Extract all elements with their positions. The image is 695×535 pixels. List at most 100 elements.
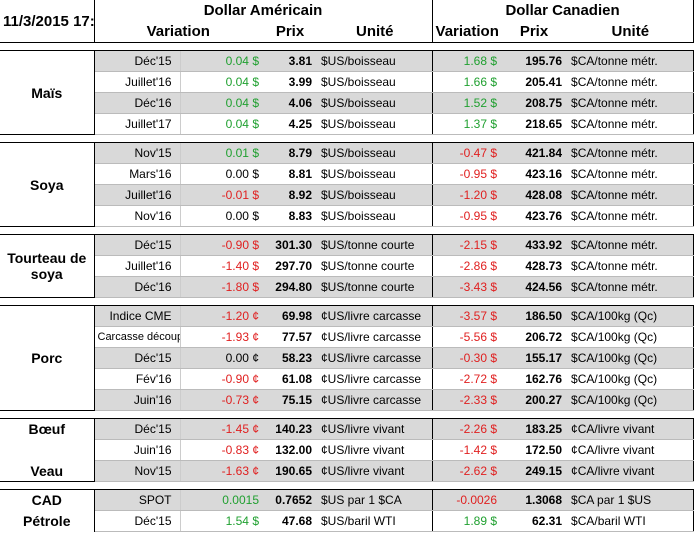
usd-price: 190.65 [262,460,318,482]
cad-variation: 1.89 $ [432,510,501,532]
cad-variation: -2.15 $ [432,234,501,256]
contract: Juillet'16 [94,255,181,277]
usd-unit: $US/tonne courte [318,234,433,256]
data-row: Carcasse découpée-1.93 ¢77.57¢US/livre c… [0,326,694,348]
separator [0,134,694,143]
usd-price: 3.99 [262,71,318,93]
usd-unit: ¢US/livre carcasse [318,368,433,390]
data-row: Tourteau de soya Déc'15 -0.90 $301.30 $US/t… [0,234,694,298]
usd-unit: ¢US/livre vivant [318,439,433,461]
usd-unit: ¢US/livre vivant [318,460,433,482]
cad-variation: 1.37 $ [432,113,501,135]
usd-unit: $US/boisseau [318,205,433,227]
contract: Nov'15 [94,142,181,164]
contract: Déc'15 [94,418,181,440]
usd-variation: 1.54 $ [180,510,262,532]
cad-price: 423.76 [500,205,569,227]
cad-price: 428.73 [500,255,569,277]
usd-variation: 0.04 $ [180,71,262,93]
usd-variation: -0.73 ¢ [180,389,262,411]
usd-price: 58.23 [262,347,318,369]
cad-unit: $CA/100kg (Qc) [568,347,694,369]
cad-unit: $CA par 1 $US [568,489,694,511]
group-label: CAD [0,489,95,511]
usd-unit: $US/boisseau [318,50,433,72]
usd-unit: $US/tonne courte [318,276,433,298]
cad-unit: $CA/tonne métr. [568,255,694,277]
cad-variation: -1.42 $ [432,439,501,461]
cad-price: 62.31 [500,510,569,532]
group-label [0,439,95,461]
data-row: Veau Nov'15 -1.63 ¢ 190.65 ¢US/livre vivant -… [0,460,694,482]
col-head: Unité [568,21,694,43]
separator [0,481,694,490]
usd-price: 4.06 [262,92,318,114]
usd-variation: -1.80 $ [180,276,262,298]
separator [0,410,694,419]
usd-unit: $US/boisseau [318,71,433,93]
group-label: Porc [0,305,95,411]
cad-variation: -1.20 $ [432,184,501,206]
cad-variation: -0.0026 [432,489,501,511]
usd-unit: ¢US/livre carcasse [318,389,433,411]
data-row: Déc'16 -1.80 $294.80 $US/tonne courte -3.43… [0,276,694,298]
usd-variation: -1.93 ¢ [180,326,262,348]
separator-cell [0,134,694,143]
column-row: Variation Prix Unité Variation Prix Unit… [0,21,694,43]
cad-variation: 1.68 $ [432,50,501,72]
cad-variation: -0.95 $ [432,205,501,227]
data-row: Juillet'16 -1.40 $297.70 $US/tonne courte -… [0,255,694,277]
usd-variation: 0.04 $ [180,50,262,72]
cad-variation: -5.56 $ [432,326,501,348]
usd-variation: 0.0015 [180,489,262,511]
usd-unit: ¢US/livre carcasse [318,347,433,369]
contract: SPOT [94,489,181,511]
cad-unit: $CA/tonne métr. [568,276,694,298]
cad-unit: $CA/tonne métr. [568,50,694,72]
contract: Déc'15 [94,510,181,532]
data-row: Déc'15 0.00 ¢ 58.23 ¢US/livre carcasse -0.30… [0,347,694,369]
usd-unit: $US/baril WTI [318,510,433,532]
cad-price: 249.15 [500,460,569,482]
cad-unit: $CA/100kg (Qc) [568,305,694,327]
cad-price: 200.27 [500,389,569,411]
cad-price: 428.08 [500,184,569,206]
usd-price: 47.68 [262,510,318,532]
cad-price: 433.92 [500,234,569,256]
cad-variation: -2.62 $ [432,460,501,482]
usd-unit: $US par 1 $CA [318,489,433,511]
data-row: Nov'16 0.00 $8.83 $US/boisseau -0.95 $423.7… [0,205,694,227]
usd-title: Dollar Américain [94,0,433,21]
usd-unit: $US/boisseau [318,163,433,185]
contract: Juillet'16 [94,71,181,93]
contract: Indice CME [94,305,181,327]
usd-unit: $US/boisseau [318,92,433,114]
data-row: Juin'16 -0.83 ¢ 132.00 ¢US/livre vivant -1.4… [0,439,694,461]
data-row: Juillet'16 0.04 $3.99 $US/boisseau 1.66 $20… [0,71,694,93]
cad-price: 195.76 [500,50,569,72]
group-label: Pétrole [0,510,95,532]
contract: Fév'16 [94,368,181,390]
usd-unit: ¢US/livre carcasse [318,305,433,327]
data-row: Pétrole Déc'15 1.54 $47.68 $US/baril WTI 1.8… [0,510,694,532]
usd-price: 8.79 [262,142,318,164]
data-row: Porc Indice CME -1.20 ¢ 69.98 ¢US/livre carc… [0,305,694,411]
contract: Juin'16 [94,389,181,411]
col-head: Prix [262,21,318,43]
cad-variation: 1.66 $ [432,71,501,93]
usd-price: 297.70 [262,255,318,277]
usd-price: 69.98 [262,305,318,327]
group-label: Maïs [0,50,95,135]
data-row: Juin'16 -0.73 ¢ 75.15 ¢US/livre carcasse -2.… [0,389,694,411]
col-head: Unité [318,21,433,43]
data-row: CAD SPOT 0.0015 0.7652 $US par 1 $CA -0.0026 1… [0,489,694,511]
usd-unit: $US/boisseau [318,113,433,135]
data-row: Juillet'17 0.04 $4.25 $US/boisseau 1.37 $21… [0,113,694,135]
cad-price: 162.76 [500,368,569,390]
cad-unit: $CA/tonne métr. [568,142,694,164]
usd-price: 301.30 [262,234,318,256]
cad-variation: -3.57 $ [432,305,501,327]
cad-unit: $CA/tonne métr. [568,92,694,114]
